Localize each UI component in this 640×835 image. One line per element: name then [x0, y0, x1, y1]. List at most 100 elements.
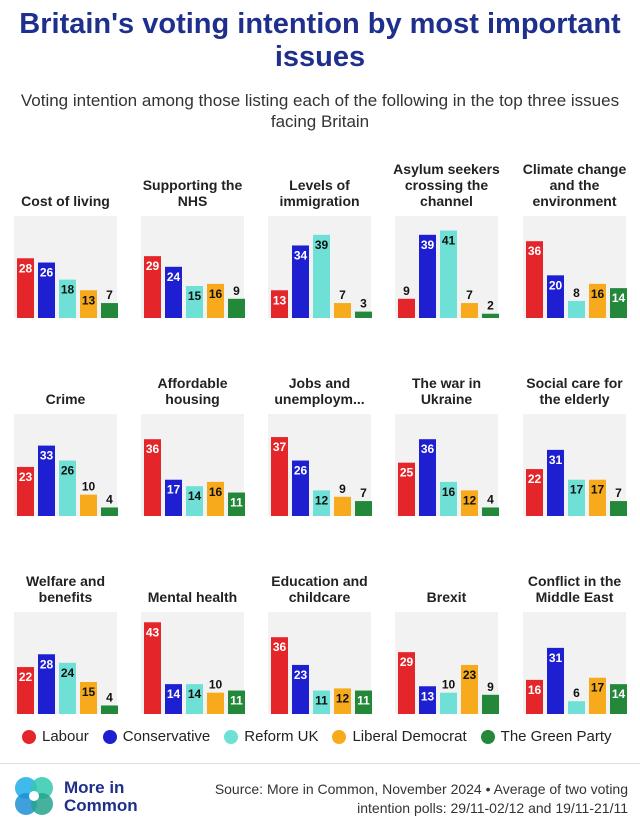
- panel-title: and the: [550, 177, 600, 193]
- data-label-reform-uk: 18: [61, 283, 75, 297]
- data-label-reform-uk: 41: [442, 234, 456, 248]
- bar-reform-uk: [186, 486, 203, 516]
- data-label-conservative: 13: [421, 689, 435, 703]
- data-label-labour: 16: [528, 683, 542, 697]
- data-label-the-green-party: 9: [487, 680, 494, 694]
- data-label-conservative: 36: [421, 442, 435, 456]
- bar-reform-uk: [440, 692, 457, 714]
- data-label-liberal-democrat: 9: [339, 482, 346, 496]
- bar-reform-uk: [313, 490, 330, 516]
- data-label-liberal-democrat: 7: [339, 288, 346, 302]
- legend-swatch-libdem: [332, 729, 347, 744]
- data-label-liberal-democrat: 7: [466, 288, 473, 302]
- bar-reform-uk: [59, 279, 76, 318]
- data-label-liberal-democrat: 16: [591, 287, 605, 301]
- data-label-reform-uk: 8: [573, 286, 580, 300]
- bar-conservative: [547, 275, 564, 318]
- bar-conservative: [547, 647, 564, 714]
- panel-title: Conflict in the: [528, 573, 622, 589]
- panel-title: Social care for: [526, 375, 623, 391]
- panel-title: Crime: [46, 391, 86, 407]
- source-note: Source: More in Common, November 2024 • …: [214, 781, 628, 816]
- data-label-the-green-party: 7: [106, 288, 113, 302]
- data-label-conservative: 39: [421, 238, 435, 252]
- data-label-labour: 43: [146, 625, 160, 639]
- bar-reform-uk: [568, 701, 585, 714]
- data-label-labour: 9: [403, 284, 410, 298]
- data-label-labour: 13: [273, 293, 287, 307]
- data-label-conservative: 34: [294, 248, 308, 262]
- panel-title: housing: [165, 391, 219, 407]
- bar-the-green-party: [482, 507, 499, 516]
- bar-labour: [17, 466, 34, 516]
- panel-title: Middle East: [536, 589, 614, 605]
- panel-title: Mental health: [148, 589, 237, 605]
- data-label-liberal-democrat: 10: [82, 480, 96, 494]
- data-label-liberal-democrat: 12: [336, 691, 350, 705]
- legend-label-labour: Labour: [42, 728, 89, 745]
- bar-liberal-democrat: [334, 688, 351, 714]
- panel-title: Ukraine: [421, 391, 473, 407]
- legend-label-reform: Reform UK: [244, 728, 319, 745]
- bar-the-green-party: [482, 694, 499, 714]
- bar-labour: [271, 290, 288, 318]
- bar-conservative: [38, 654, 55, 714]
- bar-the-green-party: [101, 303, 118, 318]
- bar-liberal-democrat: [80, 494, 97, 516]
- data-label-the-green-party: 14: [612, 687, 626, 701]
- bar-liberal-democrat: [80, 682, 97, 714]
- bar-reform-uk: [313, 234, 330, 318]
- chart-subtitle: Voting intention among those listing eac…: [20, 91, 620, 131]
- panel-title: childcare: [289, 589, 351, 605]
- bar-liberal-democrat: [207, 283, 224, 318]
- more-in-common-logo-icon: [15, 777, 53, 815]
- bar-the-green-party: [228, 298, 245, 318]
- data-label-conservative: 23: [294, 668, 308, 682]
- legend: Labour Conservative Reform UK Liberal De…: [22, 728, 612, 745]
- legend-swatch-labour: [22, 729, 36, 744]
- bar-liberal-democrat: [207, 692, 224, 714]
- bar-labour: [144, 256, 161, 318]
- bar-conservative: [38, 262, 55, 318]
- data-label-labour: 28: [19, 261, 33, 275]
- bar-reform-uk: [59, 662, 76, 714]
- bar-labour: [526, 469, 543, 516]
- legend-item-labour: Labour: [22, 728, 89, 745]
- bar-liberal-democrat: [207, 481, 224, 516]
- bar-labour: [271, 637, 288, 714]
- data-label-reform-uk: 14: [188, 687, 202, 701]
- bar-liberal-democrat: [589, 283, 606, 318]
- panel-title: Supporting the: [143, 177, 243, 193]
- panel-title: Jobs and: [289, 375, 350, 391]
- bar-liberal-democrat: [589, 479, 606, 516]
- panel-title: Affordable: [158, 375, 228, 391]
- data-label-liberal-democrat: 10: [209, 678, 223, 692]
- data-label-reform-uk: 10: [442, 678, 456, 692]
- bar-reform-uk: [568, 300, 585, 318]
- data-label-liberal-democrat: 16: [209, 287, 223, 301]
- data-label-reform-uk: 15: [188, 289, 202, 303]
- data-label-liberal-democrat: 12: [463, 493, 477, 507]
- panel-title: Education and: [271, 573, 367, 589]
- data-label-liberal-democrat: 17: [591, 681, 605, 695]
- panel-title: the elderly: [539, 391, 609, 407]
- bar-labour: [526, 241, 543, 318]
- data-label-conservative: 20: [549, 278, 563, 292]
- data-label-liberal-democrat: 13: [82, 293, 96, 307]
- bar-the-green-party: [101, 507, 118, 516]
- data-label-conservative: 31: [549, 651, 563, 665]
- bar-the-green-party: [610, 684, 627, 714]
- data-label-reform-uk: 11: [315, 694, 328, 708]
- panel-title: channel: [420, 193, 473, 209]
- data-label-labour: 37: [273, 440, 287, 454]
- bar-conservative: [292, 664, 309, 714]
- bar-liberal-democrat: [80, 290, 97, 318]
- data-label-conservative: 31: [549, 453, 563, 467]
- data-label-liberal-democrat: 15: [82, 685, 96, 699]
- panel-title: environment: [532, 193, 616, 209]
- legend-item-green: The Green Party: [480, 728, 612, 745]
- data-label-reform-uk: 6: [573, 686, 580, 700]
- bar-reform-uk: [59, 460, 76, 516]
- panel-title: Brexit: [427, 589, 467, 605]
